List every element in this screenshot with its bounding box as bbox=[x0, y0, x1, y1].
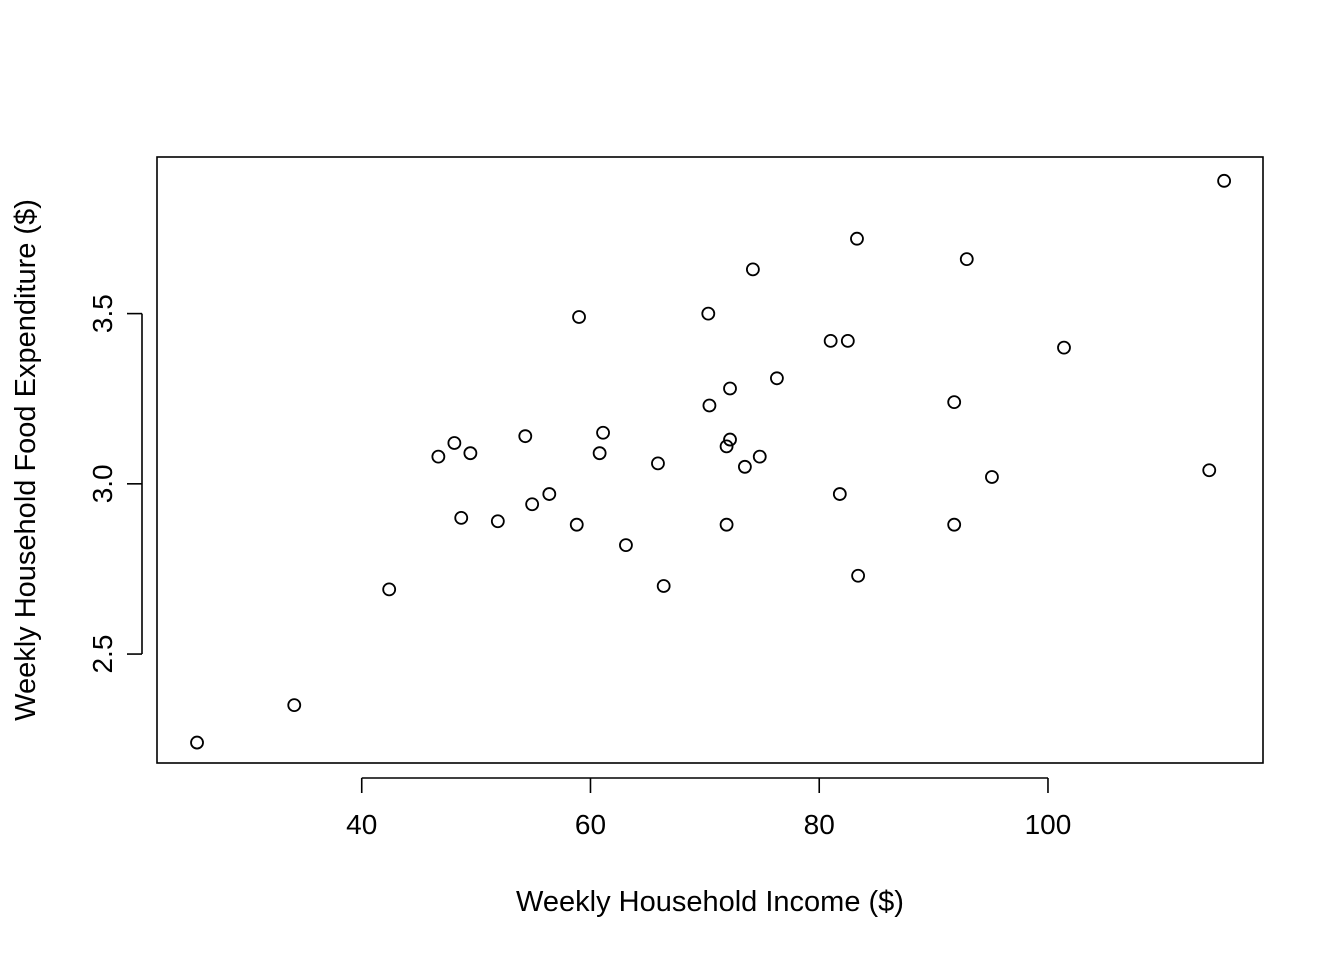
data-point bbox=[1057, 340, 1071, 355]
data-point bbox=[959, 252, 974, 267]
data-point bbox=[947, 395, 962, 410]
data-point bbox=[382, 582, 397, 597]
data-points bbox=[190, 173, 1232, 750]
data-point bbox=[518, 429, 533, 444]
y-axis: 2.5 3.0 3.5 bbox=[87, 294, 143, 674]
data-point bbox=[719, 439, 734, 454]
data-point bbox=[656, 579, 671, 593]
y-tick-label: 3.5 bbox=[87, 294, 118, 333]
data-point bbox=[454, 510, 469, 525]
data-point bbox=[701, 306, 716, 321]
data-point bbox=[737, 459, 752, 474]
y-axis-label: Weekly Household Food Expenditure ($) bbox=[10, 199, 42, 721]
x-axis-label: Weekly Household Income ($) bbox=[516, 886, 904, 918]
data-point bbox=[592, 446, 607, 461]
data-point bbox=[1202, 463, 1217, 478]
data-point bbox=[1217, 173, 1232, 188]
data-point bbox=[832, 487, 847, 501]
data-point bbox=[651, 456, 665, 471]
data-point bbox=[190, 735, 204, 750]
data-point bbox=[723, 432, 737, 447]
data-point bbox=[745, 262, 760, 277]
plot-frame bbox=[156, 156, 1264, 764]
data-point bbox=[490, 514, 505, 529]
x-axis: 40 60 80 100 bbox=[346, 777, 1072, 840]
data-point bbox=[723, 381, 737, 396]
data-point bbox=[431, 449, 446, 464]
data-point bbox=[851, 568, 866, 583]
x-tick-label: 40 bbox=[346, 809, 377, 840]
data-point bbox=[463, 446, 478, 461]
y-tick-label: 3.0 bbox=[87, 464, 118, 503]
x-tick-label: 60 bbox=[575, 809, 606, 840]
data-point bbox=[770, 371, 784, 386]
data-point bbox=[823, 333, 838, 348]
data-point bbox=[719, 517, 734, 532]
data-point bbox=[840, 333, 855, 348]
x-tick-label: 100 bbox=[1025, 809, 1072, 840]
data-point bbox=[850, 231, 864, 246]
data-point bbox=[447, 436, 462, 450]
data-point bbox=[947, 517, 962, 532]
data-point bbox=[752, 449, 767, 464]
data-point bbox=[702, 398, 717, 413]
data-point bbox=[596, 425, 610, 440]
data-point bbox=[287, 698, 302, 713]
data-point bbox=[525, 497, 540, 512]
data-point bbox=[619, 538, 633, 553]
x-tick-label: 80 bbox=[804, 809, 835, 840]
data-point bbox=[569, 517, 584, 532]
data-point bbox=[985, 470, 999, 484]
data-point bbox=[542, 487, 557, 501]
data-point bbox=[572, 310, 586, 324]
y-tick-label: 2.5 bbox=[87, 635, 118, 674]
